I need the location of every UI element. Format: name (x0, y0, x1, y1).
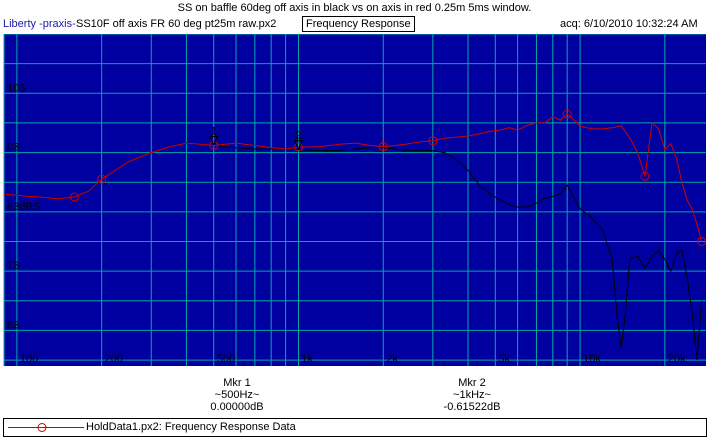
series-point-marker (293, 142, 303, 152)
marker-2-readout: Mkr 2 ~1kHz~ -0.61522dB (412, 377, 532, 413)
series-point-marker (562, 109, 572, 119)
series-point-marker (428, 136, 438, 146)
mode-button[interactable]: Frequency Response (302, 16, 415, 32)
marker-1-name: Mkr 1 (223, 377, 251, 389)
y-tick-label: 83dBS (7, 201, 40, 213)
y-tick-label: 63 (7, 319, 19, 331)
series-point-marker (378, 142, 388, 152)
app-title: Liberty -praxis- (3, 18, 76, 30)
marker-2-label: 2 (295, 130, 301, 142)
x-tick-label: 100 (20, 353, 38, 365)
legend-swatch (8, 423, 84, 432)
x-tick-label: 2k (386, 353, 398, 365)
y-tick-label: 103 (7, 82, 25, 94)
plot-background (4, 34, 706, 366)
series-point-marker (640, 171, 650, 181)
y-tick-label: 73 (7, 260, 19, 272)
acquisition-timestamp: acq: 6/10/2010 10:32:24 AM (560, 18, 698, 30)
series-line-red (3, 113, 703, 242)
series-point-marker (69, 192, 79, 202)
marker-1-triangle[interactable] (208, 135, 219, 146)
series-point-marker (209, 140, 219, 150)
chart-caption: SS on baffle 60deg off axis in black vs … (177, 2, 532, 14)
series-point-marker (697, 237, 707, 246)
marker-2-triangle[interactable] (293, 140, 304, 150)
frequency-response-plot[interactable]: 1 2 100 200 500 1k 2k 5k 10k 20k 103 93 83dBS 73 63 (0, 34, 709, 366)
marker-1-freq: ~500Hz~ (214, 389, 260, 401)
x-tick-label: 200 (105, 353, 123, 365)
marker-2-value: -0.61522dB (443, 401, 501, 413)
marker-1-value: 0.00000dB (210, 401, 264, 413)
y-tick-label: 93 (7, 142, 19, 154)
legend: HoldData1.px2: Frequency Response Data (3, 418, 707, 437)
x-tick-label: 10k (583, 353, 601, 365)
legend-label: HoldData1.px2: Frequency Response Data (86, 421, 296, 433)
series-point-marker (97, 174, 107, 184)
marker-1-readout: Mkr 1 ~500Hz~ 0.00000dB (177, 377, 297, 413)
marker-2-name: Mkr 2 (458, 377, 486, 389)
marker-2-freq: ~1kHz~ (453, 389, 491, 401)
x-tick-label: 1k (301, 353, 313, 365)
marker-1-label: 1 (211, 125, 217, 137)
x-tick-label: 5k (498, 353, 510, 365)
x-tick-label: 500 (217, 353, 235, 365)
x-tick-label: 20k (668, 353, 686, 365)
file-name: SS10F off axis FR 60 deg pt25m raw.px2 (76, 18, 277, 30)
